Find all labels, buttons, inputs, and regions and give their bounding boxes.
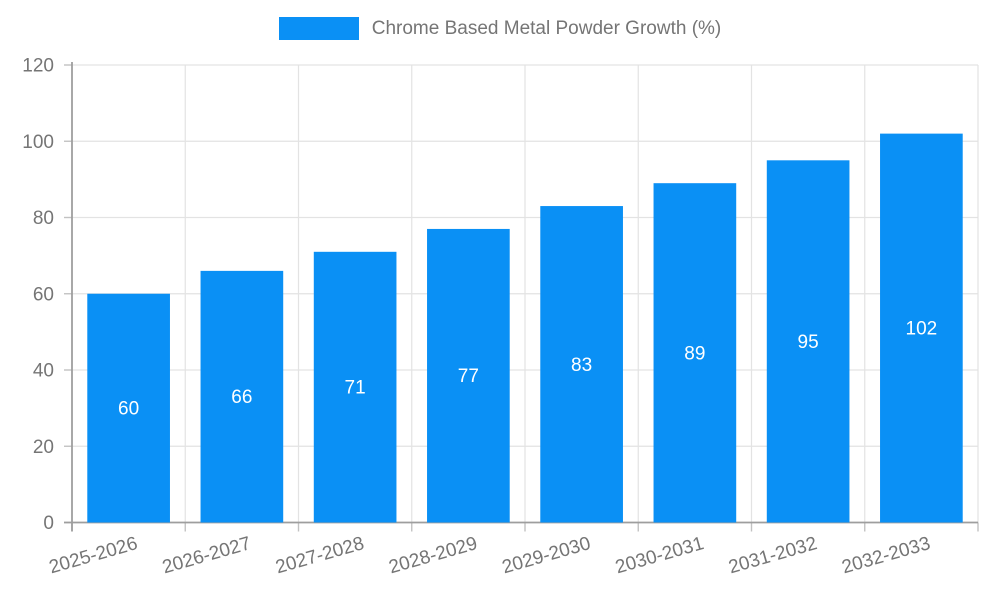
bar-value-label: 102: [906, 319, 938, 340]
bar-value-label: 83: [571, 355, 592, 376]
y-tick-label: 20: [33, 437, 54, 458]
bar-value-label: 60: [118, 399, 139, 420]
bar[interactable]: [200, 270, 284, 523]
x-tick-label: 2029-2030: [500, 533, 593, 578]
bar[interactable]: [766, 160, 850, 523]
legend-label: Chrome Based Metal Powder Growth (%): [371, 17, 722, 39]
bar-value-label: 95: [798, 332, 819, 353]
x-tick-label: 2030-2031: [613, 533, 706, 578]
y-tick-label: 120: [22, 56, 54, 77]
bar[interactable]: [427, 228, 510, 523]
bar[interactable]: [653, 183, 737, 523]
bar-value-label: 77: [458, 366, 479, 387]
x-tick-label: 2025-2026: [47, 533, 140, 578]
x-tick-label: 2026-2027: [160, 533, 253, 578]
bar-value-label: 71: [345, 378, 366, 399]
legend[interactable]: Chrome Based Metal Powder Growth (%): [0, 17, 1000, 40]
y-tick-label: 60: [33, 284, 54, 305]
bar-value-label: 89: [684, 343, 705, 364]
bar[interactable]: [87, 293, 170, 523]
bar[interactable]: [540, 206, 623, 523]
y-tick-label: 0: [43, 513, 54, 534]
y-tick-label: 40: [33, 361, 54, 382]
bar[interactable]: [313, 251, 397, 523]
x-tick-label: 2032-2033: [840, 533, 933, 578]
x-tick-label: 2031-2032: [726, 533, 819, 578]
y-tick-label: 80: [33, 208, 54, 229]
bar-value-label: 66: [231, 387, 252, 408]
x-tick-label: 2028-2029: [387, 533, 480, 578]
x-tick-label: 2027-2028: [273, 533, 366, 578]
legend-swatch-icon: [278, 17, 359, 40]
y-tick-label: 100: [22, 132, 54, 153]
bar[interactable]: [880, 133, 963, 523]
